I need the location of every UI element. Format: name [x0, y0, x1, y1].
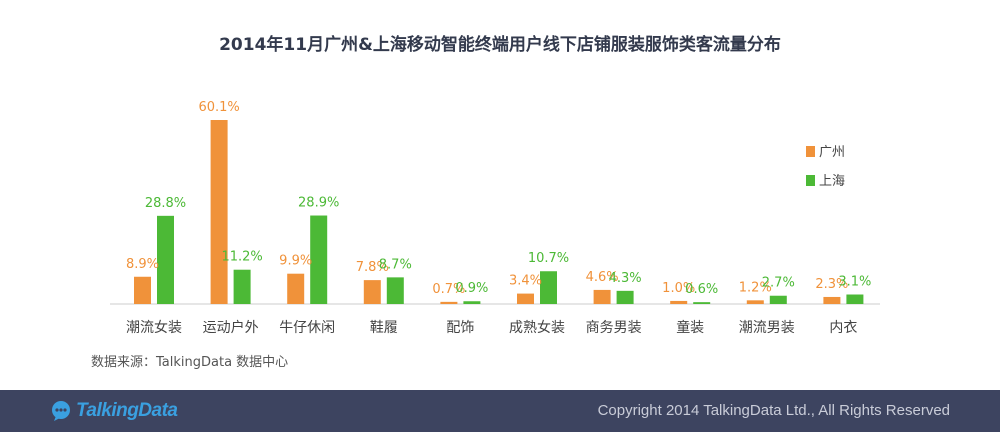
bar-shanghai-4	[463, 301, 481, 304]
footer-logo-text: TalkingData	[76, 400, 178, 421]
data-labels-layer: 8.9% 28.8% 60.1% 11.2% 9.9% 28.9% 7.8%8.7% 0.7%…	[126, 100, 871, 297]
x-tick-label-5: 成熟女装	[509, 319, 565, 336]
bar-shanghai-2	[310, 215, 328, 304]
data-label-shanghai-1: 11.2%	[221, 250, 262, 265]
bar-shanghai-0	[157, 215, 174, 304]
x-tick-label-6: 商务男装	[586, 320, 642, 336]
legend-label-guangzhou: 广州	[819, 145, 845, 160]
data-label-shanghai-3: 8.7%	[379, 257, 412, 272]
speech-bubble-logo-icon	[52, 401, 70, 421]
bar-shanghai-7	[693, 302, 711, 304]
x-tick-label-2: 牛仔休闲	[279, 320, 335, 336]
bar-chart: 8.9% 28.8% 60.1% 11.2% 9.9% 28.9% 7.8%8.7% 0.7%…	[110, 100, 880, 336]
bar-shanghai-5	[540, 271, 557, 304]
bar-guangzhou-5	[517, 293, 534, 304]
legend-label-shanghai: 上海	[819, 174, 845, 189]
footer-bar: TalkingData Copyright 2014 TalkingData L…	[0, 390, 1000, 432]
bar-guangzhou-9	[823, 296, 841, 304]
data-label-shanghai-5: 10.7%	[528, 251, 569, 266]
bar-shanghai-1	[233, 269, 251, 304]
data-label-shanghai-7: 0.6%	[685, 282, 718, 297]
x-tick-label-4: 配饰	[446, 320, 474, 336]
x-tick-label-9: 内衣	[829, 320, 857, 336]
bar-guangzhou-2	[287, 273, 305, 304]
chart-title: 2014年11月广州&上海移动智能终端用户线下店铺服装服饰类客流量分布	[219, 35, 781, 55]
data-label-shanghai-4: 0.9%	[455, 281, 488, 296]
x-tick-label-0: 潮流女装	[126, 319, 182, 336]
bars-layer	[134, 120, 864, 304]
data-label-guangzhou-1: 60.1%	[198, 100, 239, 115]
bar-guangzhou-8	[746, 300, 764, 304]
footer-copyright[interactable]: Copyright 2014 TalkingData Ltd., All Rig…	[597, 402, 950, 419]
data-label-guangzhou-5: 3.4%	[509, 274, 542, 289]
data-label-guangzhou-7: 1.0%	[662, 281, 695, 296]
x-tick-label-1: 运动户外	[203, 319, 259, 336]
x-tick-label-3: 鞋履	[370, 320, 398, 336]
x-tick-labels-layer: 潮流女装 运动户外 牛仔休闲 鞋履 配饰 成熟女装 商务男装 童装 潮流男装 内衣	[126, 319, 857, 336]
data-label-guangzhou-2: 9.9%	[279, 254, 312, 269]
bar-guangzhou-3	[363, 280, 381, 304]
bar-guangzhou-6	[593, 289, 611, 304]
bar-guangzhou-7	[670, 300, 688, 304]
data-label-guangzhou-6: 4.6%	[586, 270, 619, 285]
data-label-shanghai-0: 28.8%	[145, 196, 186, 211]
bar-shanghai-8	[769, 295, 787, 304]
bar-shanghai-6	[616, 290, 634, 304]
data-label-shanghai-8: 2.7%	[762, 276, 795, 291]
bar-guangzhou-4	[440, 301, 458, 304]
x-tick-label-7: 童装	[676, 319, 704, 336]
bar-shanghai-9	[846, 294, 864, 304]
data-label-guangzhou-0: 8.9%	[126, 257, 159, 272]
data-label-guangzhou-4: 0.7%	[432, 282, 465, 297]
source-note: 数据来源：TalkingData 数据中心	[91, 355, 289, 370]
data-label-shanghai-2: 28.9%	[298, 196, 339, 211]
bar-guangzhou-0	[134, 276, 151, 304]
legend-swatch-shanghai	[806, 175, 815, 186]
legend-swatch-guangzhou	[806, 146, 815, 157]
bar-guangzhou-1	[210, 120, 228, 304]
footer-logo: TalkingData	[50, 399, 178, 423]
data-label-shanghai-9: 3.1%	[838, 275, 871, 290]
x-tick-label-8: 潮流男装	[739, 320, 795, 336]
data-label-guangzhou-9: 2.3%	[815, 277, 848, 292]
bar-shanghai-3	[386, 277, 404, 304]
data-label-shanghai-6: 4.3%	[609, 271, 642, 286]
data-label-guangzhou-8: 1.2%	[739, 280, 772, 295]
data-label-guangzhou-3: 7.8%	[356, 260, 389, 275]
